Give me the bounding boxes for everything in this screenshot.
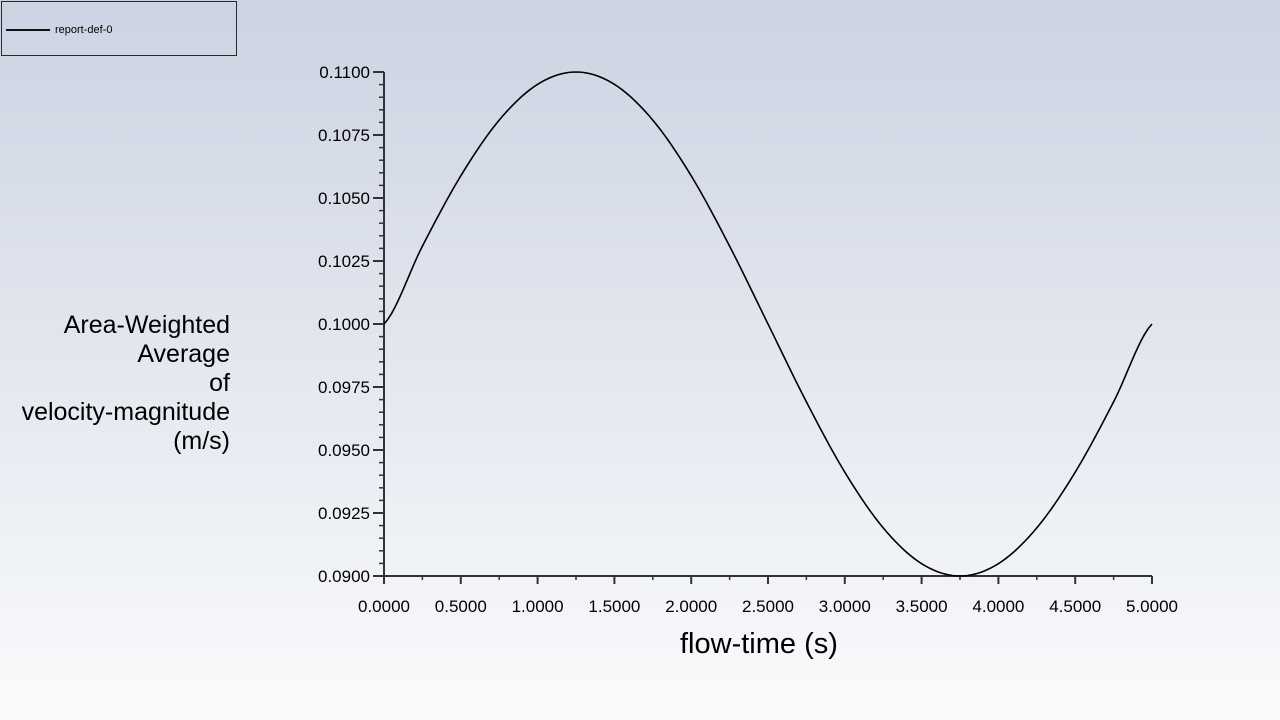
y-tick-label: 0.1100 bbox=[319, 63, 370, 82]
y-axis-label-line: Area-Weighted bbox=[63, 311, 230, 339]
y-axis-label-line: of bbox=[209, 369, 230, 397]
y-tick-label: 0.1000 bbox=[318, 315, 370, 334]
y-tick-label: 0.0925 bbox=[318, 504, 370, 523]
tick-labels: 0.0900 0.0925 0.0950 0.0975 0.1000 0.1025 0.10… bbox=[318, 63, 1178, 616]
x-tick-label: 4.0000 bbox=[972, 597, 1024, 616]
series-line-report-def-0 bbox=[383, 71, 1153, 577]
y-axis-label-line: velocity-magnitude bbox=[21, 398, 230, 426]
x-tick-label: 0.5000 bbox=[435, 597, 487, 616]
x-tick-label: 2.5000 bbox=[742, 597, 794, 616]
y-tick-label: 0.0975 bbox=[318, 378, 370, 397]
x-tick-label: 3.0000 bbox=[819, 597, 871, 616]
axes bbox=[373, 71, 1153, 584]
y-tick-label: 0.1025 bbox=[318, 252, 370, 271]
legend-line-swatch bbox=[6, 29, 50, 31]
x-tick-label: 2.0000 bbox=[665, 597, 717, 616]
x-tick-label: 5.0000 bbox=[1126, 597, 1178, 616]
y-axis-label-line: (m/s) bbox=[173, 427, 230, 455]
legend: report-def-0 bbox=[1, 1, 237, 56]
x-tick-label: 3.5000 bbox=[896, 597, 948, 616]
x-tick-label: 0.0000 bbox=[358, 597, 410, 616]
x-tick-label: 1.0000 bbox=[512, 597, 564, 616]
x-axis-label: flow-time (s) bbox=[680, 628, 838, 660]
legend-label: report-def-0 bbox=[55, 24, 113, 36]
y-axis-label-line: Average bbox=[137, 340, 230, 368]
x-tick-label: 4.5000 bbox=[1049, 597, 1101, 616]
x-tick-label: 1.5000 bbox=[588, 597, 640, 616]
y-tick-label: 0.1075 bbox=[318, 126, 370, 145]
y-tick-label: 0.0900 bbox=[318, 567, 370, 586]
y-tick-label: 0.0950 bbox=[318, 441, 370, 460]
y-axis-label: Area-Weighted Average of velocity-magnit… bbox=[22, 311, 230, 456]
y-tick-label: 0.1050 bbox=[318, 189, 370, 208]
